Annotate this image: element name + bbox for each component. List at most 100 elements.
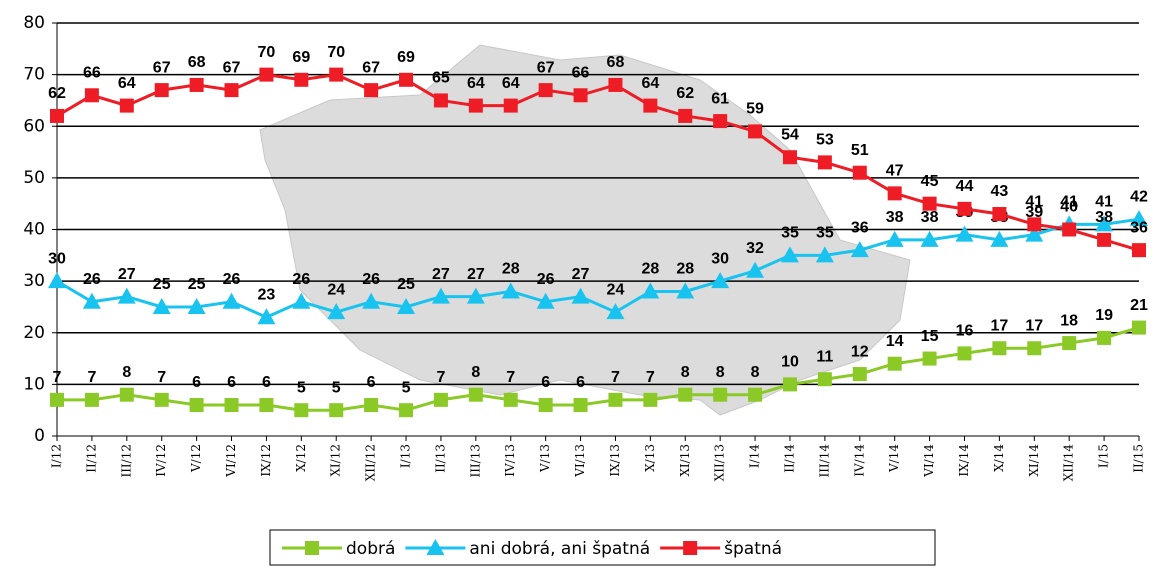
x-tick-label: III/13 [468, 444, 482, 478]
point [608, 77, 623, 92]
point [850, 241, 869, 258]
point [329, 403, 344, 418]
y-tick-label: 30 [23, 271, 45, 291]
point [1027, 341, 1042, 356]
value-label: 68 [607, 54, 625, 71]
point [1097, 232, 1112, 247]
value-label: 40 [1060, 199, 1078, 216]
value-label: 41 [1060, 194, 1078, 211]
point [957, 346, 972, 361]
point [1062, 222, 1077, 237]
point [676, 282, 695, 299]
value-label: 6 [576, 374, 585, 391]
value-label: 26 [223, 271, 241, 288]
point [433, 93, 448, 108]
value-label: 66 [83, 64, 101, 81]
legend-box [269, 529, 936, 566]
point [48, 272, 66, 289]
point [154, 83, 169, 98]
point [294, 403, 309, 418]
value-label: 15 [921, 328, 939, 345]
value-label: 67 [537, 59, 555, 76]
value-label: 8 [681, 364, 690, 381]
value-label: 67 [362, 59, 380, 76]
value-label: 64 [502, 75, 520, 92]
value-label: 64 [118, 75, 136, 92]
point [571, 287, 590, 304]
x-tick-label: III/14 [817, 444, 831, 478]
value-label: 5 [332, 379, 341, 396]
point [678, 108, 693, 123]
point [990, 230, 1009, 247]
point [573, 398, 588, 413]
value-label: 26 [537, 271, 555, 288]
x-tick-label: IV/12 [154, 444, 168, 477]
x-tick-label: VI/12 [224, 444, 238, 478]
point [431, 287, 450, 304]
point [119, 98, 134, 113]
y-tick-label: 50 [23, 168, 45, 188]
value-label: 27 [572, 266, 590, 283]
point [1097, 330, 1112, 345]
value-label: 8 [716, 364, 725, 381]
value-label: 24 [327, 281, 345, 298]
value-label: 67 [223, 59, 241, 76]
x-tick-label: II/13 [433, 444, 447, 473]
point [84, 392, 99, 407]
x-tick-label: X/12 [294, 444, 308, 472]
legend-label: dobrá [346, 539, 395, 559]
point [119, 387, 134, 402]
value-label: 67 [153, 59, 171, 76]
value-label: 43 [990, 183, 1008, 200]
point [887, 356, 902, 371]
point [82, 292, 101, 309]
x-tick-label: XI/14 [1027, 444, 1041, 477]
value-label: 30 [711, 250, 729, 267]
point [643, 392, 658, 407]
value-label: 35 [816, 225, 834, 242]
point [501, 282, 520, 299]
point [397, 297, 416, 314]
point [224, 398, 239, 413]
point [817, 372, 832, 387]
value-label: 26 [83, 271, 101, 288]
point [1062, 336, 1077, 351]
x-tick-label: II/14 [782, 444, 796, 473]
value-label: 68 [188, 54, 206, 71]
value-label: 7 [506, 369, 515, 386]
value-label: 64 [467, 75, 485, 92]
value-label: 25 [188, 276, 206, 293]
value-label: 14 [886, 333, 904, 350]
point [257, 308, 276, 325]
value-label: 26 [292, 271, 310, 288]
value-label: 8 [471, 364, 480, 381]
value-label: 70 [258, 44, 276, 61]
point [955, 225, 974, 242]
point [364, 83, 379, 98]
value-label: 45 [921, 173, 939, 190]
y-tick-label: 70 [23, 65, 45, 85]
point [748, 387, 763, 402]
point [154, 392, 169, 407]
x-tick-label: XII/13 [713, 444, 727, 481]
value-label: 11 [816, 348, 833, 365]
x-tick-label: V/14 [887, 444, 901, 473]
value-label: 28 [676, 261, 694, 278]
x-tick-label: IX/13 [608, 444, 622, 477]
point [294, 72, 309, 87]
value-label: 28 [641, 261, 659, 278]
point [852, 367, 867, 382]
x-tick-label: X/13 [643, 444, 657, 472]
value-label: 7 [436, 369, 445, 386]
value-label: 5 [297, 379, 306, 396]
value-label: 7 [157, 369, 166, 386]
point [503, 392, 518, 407]
point [885, 230, 904, 247]
point [992, 207, 1007, 222]
value-label: 19 [1095, 307, 1113, 324]
value-label: 18 [1060, 312, 1078, 329]
value-label: 39 [1025, 204, 1043, 221]
x-tick-label: IV/14 [852, 444, 866, 477]
point [957, 201, 972, 216]
value-label: 53 [816, 132, 834, 149]
